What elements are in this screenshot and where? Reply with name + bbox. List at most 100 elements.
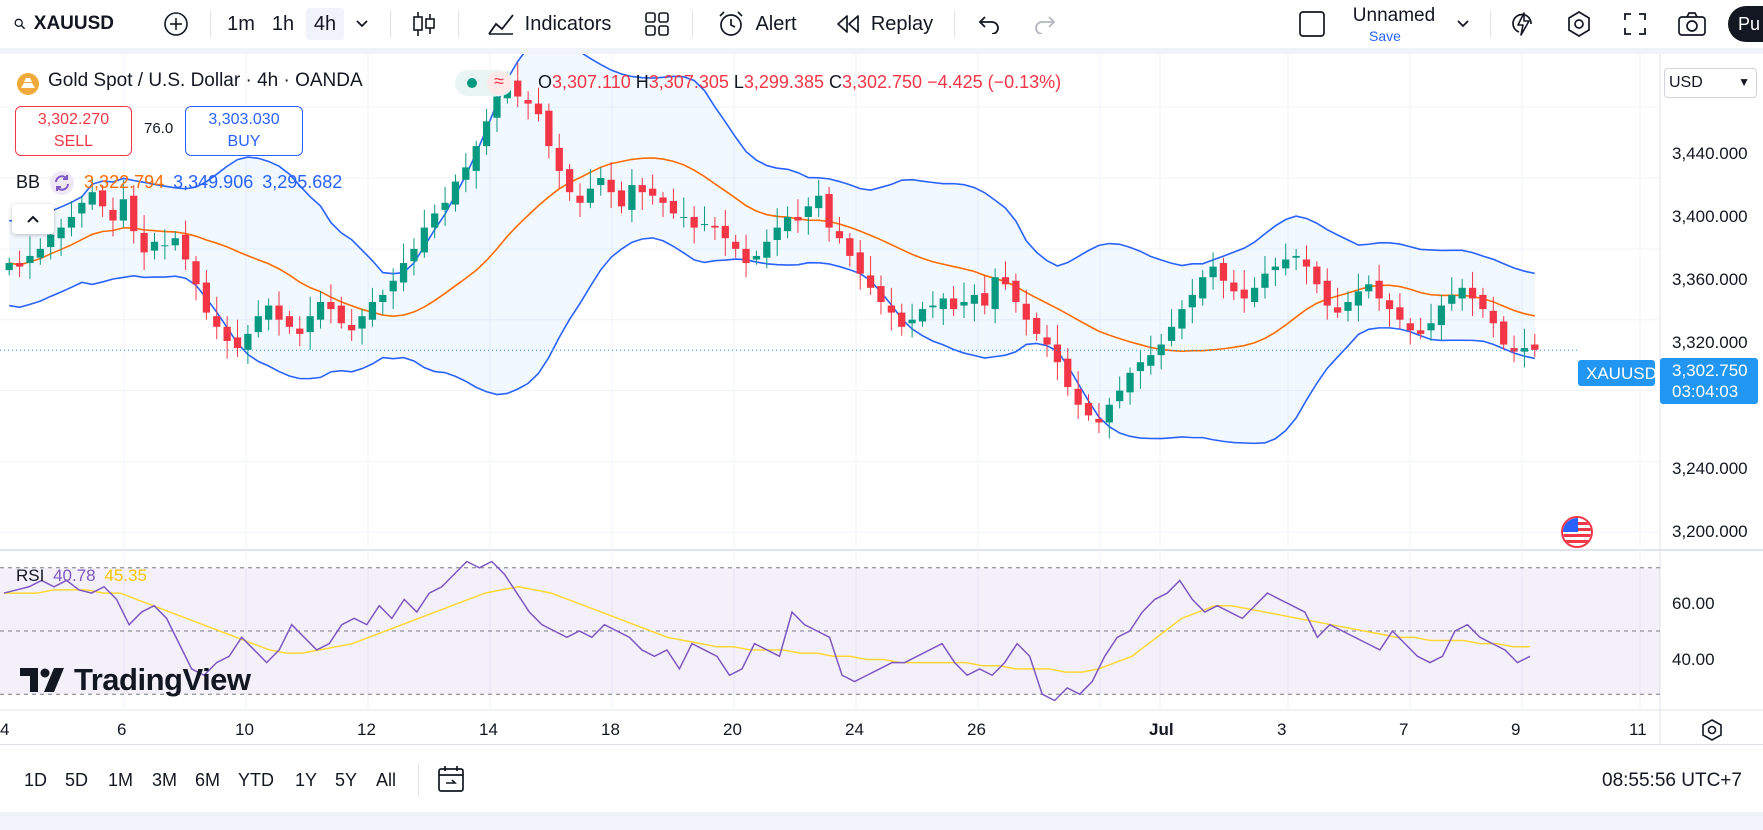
layout-name[interactable]: Unnamed bbox=[1352, 5, 1436, 26]
candle-body bbox=[617, 190, 626, 207]
redo-icon bbox=[1035, 16, 1056, 34]
collapse-legend-button[interactable] bbox=[12, 204, 54, 234]
settings-button[interactable] bbox=[1562, 8, 1596, 40]
rsi-tick: 40.00 bbox=[1672, 650, 1715, 669]
candle-body bbox=[1271, 266, 1279, 271]
time-tick: 3 bbox=[1277, 720, 1287, 739]
candle-body bbox=[1261, 273, 1269, 288]
symbol-title[interactable]: Gold Spot / U.S. Dollar · 4h · OANDA bbox=[48, 70, 363, 91]
candle-body bbox=[1084, 402, 1093, 416]
candle-body bbox=[410, 248, 418, 262]
close-value: 3,302.750 bbox=[841, 72, 923, 92]
range-6m[interactable]: 6M bbox=[195, 770, 221, 790]
candle-body bbox=[949, 298, 958, 310]
candle-body bbox=[1178, 309, 1186, 329]
timeframe-1h[interactable]: 1h bbox=[271, 12, 295, 35]
replay-button[interactable]: Replay bbox=[830, 8, 938, 40]
rsi-label: RSI bbox=[16, 566, 45, 585]
price-tick: 3,200.000 bbox=[1672, 522, 1748, 541]
candle-body bbox=[36, 248, 44, 258]
candle-body bbox=[5, 263, 13, 271]
candle-body bbox=[514, 80, 522, 97]
price-tick: 3,320.000 bbox=[1672, 333, 1748, 352]
candle-body bbox=[1157, 344, 1165, 356]
currency-select[interactable]: USD ▼ bbox=[1664, 68, 1757, 98]
chevron-down-icon: ▼ bbox=[1738, 75, 1750, 89]
gear-icon bbox=[1702, 719, 1722, 741]
candle-body bbox=[472, 146, 480, 171]
chart-type-button[interactable] bbox=[408, 8, 440, 40]
quick-search-button[interactable] bbox=[1506, 8, 1540, 40]
layout-checkbox[interactable] bbox=[1296, 8, 1328, 40]
candle-body bbox=[576, 195, 584, 203]
candle-body bbox=[1116, 390, 1124, 402]
timeframe-1m[interactable]: 1m bbox=[227, 12, 255, 35]
candle-body bbox=[856, 252, 864, 274]
timeframe-dropdown[interactable] bbox=[348, 8, 376, 40]
square-icon bbox=[1299, 11, 1325, 37]
fullscreen-button[interactable] bbox=[1618, 8, 1652, 40]
save-label[interactable]: Save bbox=[1369, 28, 1401, 44]
alarm-clock-icon bbox=[719, 11, 744, 36]
candle-body bbox=[960, 302, 968, 306]
bb-legend[interactable]: BB 3,322.794 3,349.906 3,295.682 bbox=[16, 170, 342, 196]
candle-body bbox=[700, 224, 709, 226]
buy-button[interactable]: 3,303.030 BUY bbox=[185, 106, 303, 156]
candle-body bbox=[1064, 358, 1072, 388]
candle-body bbox=[565, 169, 574, 193]
indicators-button[interactable]: Indicators bbox=[474, 8, 624, 40]
candle-body bbox=[1437, 305, 1446, 326]
change-value: −4.425 (−0.13%) bbox=[927, 72, 1062, 92]
alert-button[interactable]: Alert bbox=[710, 8, 804, 40]
candle-body bbox=[1375, 280, 1383, 299]
candle-body bbox=[690, 216, 698, 228]
range-1y[interactable]: 1Y bbox=[295, 770, 318, 790]
range-5d[interactable]: 5D bbox=[65, 770, 89, 790]
candle-body bbox=[1167, 326, 1176, 341]
candle-body bbox=[1043, 337, 1051, 345]
range-5y[interactable]: 5Y bbox=[335, 770, 358, 790]
undo-icon bbox=[978, 16, 999, 34]
chart-canvas[interactable] bbox=[0, 54, 1763, 744]
high-value: 3,307.305 bbox=[648, 72, 729, 92]
templates-button[interactable] bbox=[640, 8, 674, 40]
market-status-pill[interactable]: ≈ bbox=[455, 70, 513, 96]
candle-body bbox=[399, 263, 408, 283]
candle-body bbox=[545, 110, 553, 147]
candle-body bbox=[669, 201, 678, 214]
candle-body bbox=[130, 195, 138, 232]
screenshot-button[interactable] bbox=[1674, 8, 1710, 40]
go-to-date-button[interactable] bbox=[436, 764, 466, 799]
candle-body bbox=[1126, 372, 1134, 393]
close-label: C bbox=[828, 72, 842, 92]
redo-button[interactable] bbox=[1028, 8, 1062, 40]
time-tick: 12 bbox=[357, 720, 376, 739]
compare-symbol-button[interactable] bbox=[160, 8, 192, 40]
candle-body bbox=[877, 286, 885, 302]
sell-button[interactable]: 3,302.270 SELL bbox=[15, 106, 132, 156]
layout-menu-dropdown[interactable] bbox=[1450, 8, 1476, 40]
candle-body bbox=[1479, 294, 1487, 310]
bb-fill bbox=[9, 54, 1535, 444]
chart-settings-button[interactable] bbox=[1700, 718, 1724, 747]
publish-button[interactable]: Pu bbox=[1728, 6, 1763, 42]
candle-body bbox=[265, 305, 273, 320]
candle-body bbox=[597, 178, 605, 186]
clock[interactable]: 08:55:56 UTC+7 bbox=[1602, 770, 1742, 791]
rsi-legend[interactable]: RSI 40.78 45.35 bbox=[16, 566, 147, 586]
range-all[interactable]: All bbox=[376, 770, 397, 790]
current-price: 3,302.750 bbox=[1672, 361, 1748, 380]
range-ytd[interactable]: YTD bbox=[238, 770, 274, 790]
candle-body bbox=[1074, 388, 1082, 405]
range-1m[interactable]: 1M bbox=[108, 770, 134, 790]
price-tick: 3,400.000 bbox=[1672, 207, 1748, 226]
us-flag-event-icon[interactable] bbox=[1561, 516, 1593, 548]
currency-value: USD bbox=[1669, 74, 1703, 91]
timeframe-4h[interactable]: 4h bbox=[306, 8, 344, 40]
undo-button[interactable] bbox=[972, 8, 1006, 40]
range-3m[interactable]: 3M bbox=[152, 770, 178, 790]
candle-body bbox=[711, 225, 719, 228]
candle-body bbox=[763, 241, 771, 258]
range-1d[interactable]: 1D bbox=[24, 770, 48, 790]
symbol-search-button[interactable]: XAUUSD bbox=[8, 8, 114, 40]
